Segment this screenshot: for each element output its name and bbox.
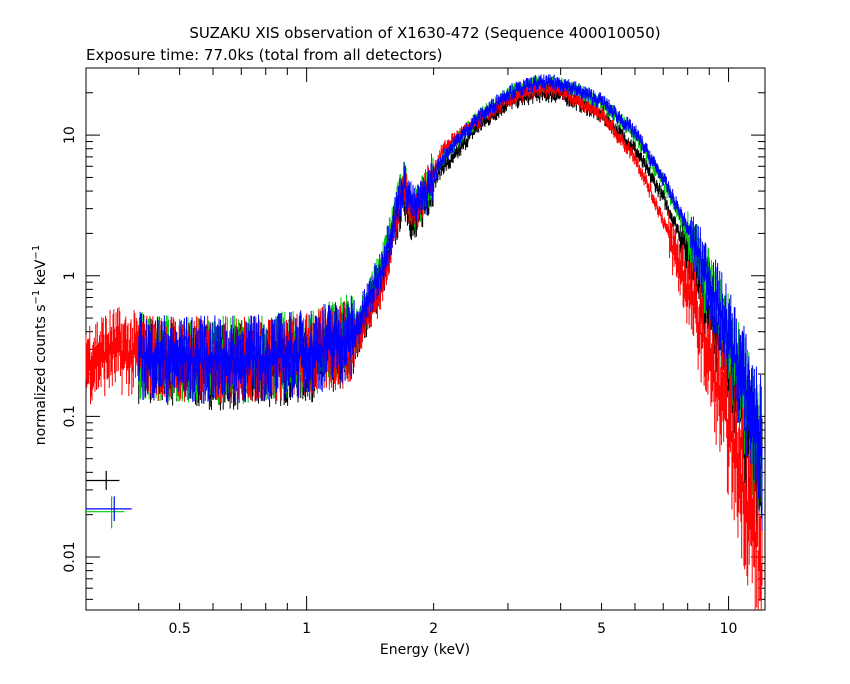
x-tick-label: 5	[597, 621, 606, 637]
y-axis-label-part: normalized counts s	[33, 304, 49, 445]
x-tick-label: 10	[720, 621, 738, 637]
chart-subtitle: Exposure time: 77.0ks (total from all de…	[86, 46, 442, 64]
y-axis-label: normalized counts s−1 keV−1	[31, 245, 49, 446]
y-axis-label-part: keV	[33, 259, 49, 290]
x-tick-label: 2	[429, 621, 438, 637]
chart-title: SUZAKU XIS observation of X1630-472 (Seq…	[189, 24, 660, 42]
y-axis-label-exponent: −1	[31, 245, 42, 260]
y-tick-label: 0.01	[62, 541, 78, 572]
y-tick-label: 1	[62, 271, 78, 280]
y-tick-label: 10	[62, 126, 78, 144]
x-axis-label: Energy (keV)	[380, 642, 470, 658]
y-axis-label-exponent: −1	[31, 290, 42, 305]
x-tick-label: 1	[302, 621, 311, 637]
y-tick-label: 0.1	[62, 405, 78, 427]
plot-area: 0.5 1 2 5 10 0.01 0.1 1 10	[62, 68, 765, 637]
x-tick-label: 0.5	[168, 621, 190, 637]
